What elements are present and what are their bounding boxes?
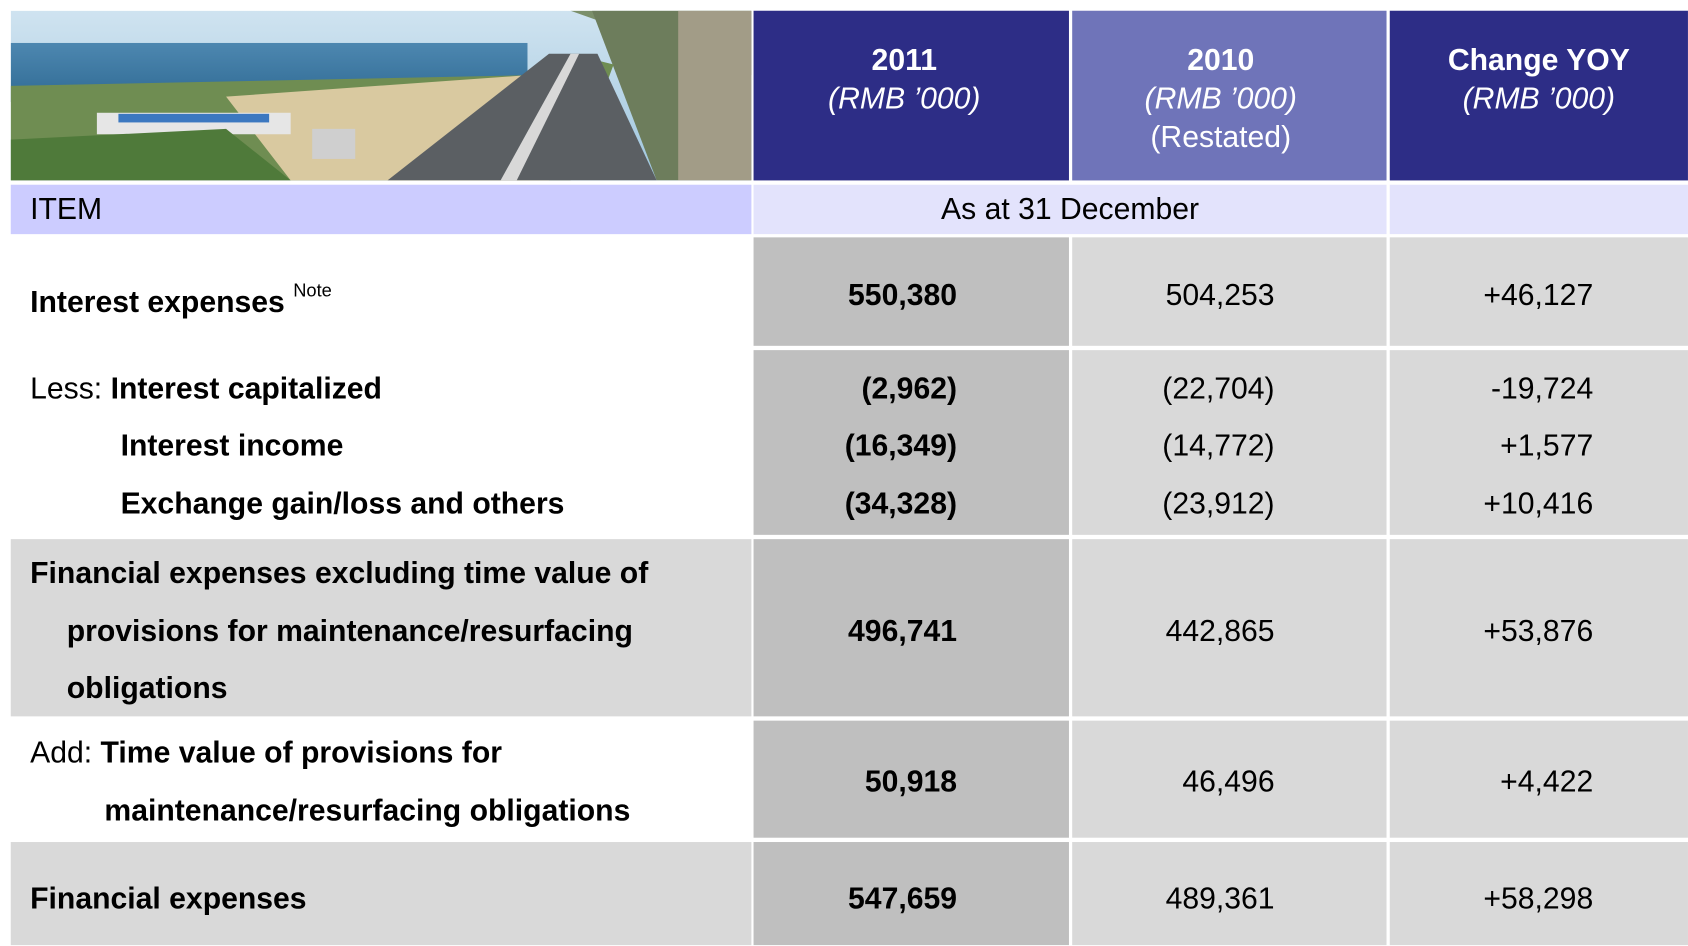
cell [1389, 539, 1688, 717]
cell [1389, 842, 1688, 946]
value: 496,741 [848, 614, 958, 648]
cell [753, 350, 1069, 535]
period-label: As at 31 December [941, 192, 1200, 226]
highway-photo [10, 10, 752, 181]
value: (14,772) [1162, 428, 1275, 462]
cell [10, 539, 752, 717]
value: (23,912) [1162, 486, 1275, 520]
value: 504,253 [1165, 278, 1275, 312]
value: +1,577 [1500, 428, 1594, 462]
cell [1072, 350, 1387, 535]
value: +10,416 [1483, 486, 1594, 520]
note: (Restated) [1150, 120, 1292, 154]
header-text: 2011 (RMB ’000) [754, 41, 1055, 118]
header-cell [753, 10, 1069, 181]
cell [10, 842, 752, 946]
value: 46,496 [1182, 764, 1275, 798]
value: +53,876 [1483, 614, 1594, 648]
label: Interest expenses [30, 284, 285, 319]
row-label: maintenance/resurfacing obligations [104, 793, 631, 827]
cell [1389, 720, 1688, 838]
label: Interest capitalized [110, 371, 382, 405]
header-cell [1072, 10, 1387, 181]
year: 2011 [871, 42, 937, 77]
value: +4,422 [1500, 764, 1594, 798]
cell [1389, 350, 1688, 535]
cell [753, 720, 1069, 838]
value: 50,918 [864, 764, 958, 798]
subheader-cell [1389, 184, 1688, 235]
header-text: 2010 (RMB ’000) (Restated) [1072, 41, 1369, 157]
unit: (RMB ’000) [1144, 81, 1297, 115]
cell [753, 539, 1069, 717]
cell [1072, 237, 1387, 346]
cell [753, 842, 1069, 946]
value: 442,865 [1165, 614, 1275, 648]
subheader-cell [753, 184, 1387, 235]
row-label: Add: Time value of provisions for [30, 736, 502, 770]
subheader-cell [10, 184, 752, 235]
prefix: Less: [30, 371, 103, 405]
cell [1072, 539, 1387, 717]
value: 547,659 [848, 881, 958, 916]
row-label: provisions for maintenance/resurfacing [66, 614, 633, 648]
header-text: Change YOY (RMB ’000) [1390, 41, 1688, 118]
unit: (RMB ’000) [1462, 81, 1616, 115]
cell [1072, 720, 1387, 838]
note: Note [293, 280, 332, 301]
year: 2010 [1187, 42, 1255, 77]
value: +46,127 [1483, 278, 1594, 312]
row-label: Exchange gain/loss and others [120, 486, 565, 520]
cell [1072, 842, 1387, 946]
value: 550,380 [848, 278, 958, 312]
year: Change YOY [1447, 42, 1630, 77]
value: (34,328) [844, 486, 958, 520]
value: (2,962) [861, 371, 958, 405]
item-label: ITEM [30, 192, 103, 226]
value: -19,724 [1490, 371, 1594, 405]
row-label: Less: Interest capitalized [30, 372, 382, 406]
row-label: Interest expenses Note [30, 278, 332, 319]
header-cell [1389, 10, 1688, 181]
row-label: obligations [66, 671, 228, 705]
value: 489,361 [1165, 881, 1275, 916]
row-label: Financial expenses [30, 881, 307, 916]
value: +58,298 [1483, 881, 1594, 916]
cell [1389, 237, 1688, 346]
row-label: Interest income [120, 428, 344, 462]
row-label: Financial expenses excluding time value … [30, 556, 649, 590]
value: (22,704) [1162, 371, 1275, 405]
value: (16,349) [844, 428, 958, 462]
unit: (RMB ’000) [828, 81, 981, 115]
cell [753, 237, 1069, 346]
prefix: Add: [30, 735, 93, 769]
label: Time value of provisions for [100, 735, 502, 769]
